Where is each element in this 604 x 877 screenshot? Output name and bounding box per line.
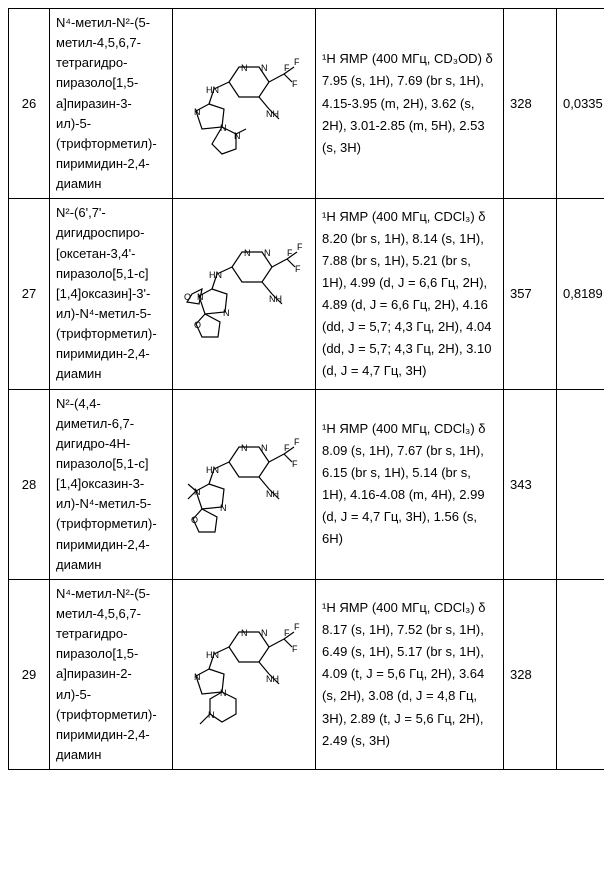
nmr-text: ¹H ЯМР (400 МГц, CDCl₃) δ 8.09 (s, 1H), … bbox=[322, 418, 497, 551]
row-number: 27 bbox=[9, 199, 50, 389]
svg-text:N: N bbox=[241, 628, 248, 638]
svg-text:N: N bbox=[244, 248, 251, 258]
svg-text:F: F bbox=[295, 264, 301, 274]
structure-cell: N N F F F NH HN N N O bbox=[173, 389, 316, 579]
structure-icon: N N F F F NH HN N N O bbox=[184, 429, 304, 539]
compound-name: N²-(4,4-диметил-6,7-дигидро-4H-пиразоло[… bbox=[50, 389, 173, 579]
table-row: 28 N²-(4,4-диметил-6,7-дигидро-4H-пиразо… bbox=[9, 389, 604, 579]
svg-text:O: O bbox=[191, 515, 198, 525]
nmr-data: ¹H ЯМР (400 МГц, CDCl₃) δ 8.17 (s, 1H), … bbox=[316, 579, 504, 769]
svg-text:N: N bbox=[241, 63, 248, 73]
svg-text:N: N bbox=[261, 443, 268, 453]
nmr-data: ¹H ЯМР (400 МГц, CDCl₃) δ 8.20 (br s, 1H… bbox=[316, 199, 504, 389]
svg-text:F: F bbox=[297, 242, 303, 252]
name-text: N²-(6',7'-дигидроспиро-[оксетан-3,4'-пир… bbox=[56, 203, 166, 384]
nmr-text: ¹H ЯМР (400 МГц, CDCl₃) δ 8.17 (s, 1H), … bbox=[322, 597, 497, 752]
activity-value: 0,0335 bbox=[557, 9, 604, 199]
activity-value bbox=[557, 579, 604, 769]
svg-text:N: N bbox=[223, 308, 230, 318]
svg-text:F: F bbox=[292, 644, 298, 654]
row-number: 29 bbox=[9, 579, 50, 769]
svg-text:F: F bbox=[292, 79, 298, 89]
mass-value: 343 bbox=[504, 389, 557, 579]
table-row: 29 N⁴-метил-N²-(5-метил-4,5,6,7-тетрагид… bbox=[9, 579, 604, 769]
svg-text:F: F bbox=[292, 459, 298, 469]
nmr-text: ¹H ЯМР (400 МГц, CD₃OD) δ 7.95 (s, 1H), … bbox=[322, 48, 497, 158]
compound-name: N⁴-метил-N²-(5-метил-4,5,6,7-тетрагидро-… bbox=[50, 9, 173, 199]
svg-text:N: N bbox=[194, 672, 201, 682]
svg-text:N: N bbox=[261, 628, 268, 638]
name-text: N²-(4,4-диметил-6,7-дигидро-4H-пиразоло[… bbox=[56, 394, 166, 575]
table-row: 27 N²-(6',7'-дигидроспиро-[оксетан-3,4'-… bbox=[9, 199, 604, 389]
svg-text:O: O bbox=[194, 320, 201, 330]
mass-value: 328 bbox=[504, 9, 557, 199]
structure-icon: N N F F F NH HN N N N bbox=[184, 614, 304, 734]
nmr-data: ¹H ЯМР (400 МГц, CDCl₃) δ 8.09 (s, 1H), … bbox=[316, 389, 504, 579]
nmr-text: ¹H ЯМР (400 МГц, CDCl₃) δ 8.20 (br s, 1H… bbox=[322, 206, 497, 383]
svg-text:N: N bbox=[194, 107, 201, 117]
structure-cell: N N F F F NH HN N N O bbox=[173, 199, 316, 389]
structure-icon: N N F F F NH HN N N N bbox=[184, 49, 304, 159]
svg-text:N: N bbox=[264, 248, 271, 258]
name-text: N⁴-метил-N²-(5-метил-4,5,6,7-тетрагидро-… bbox=[56, 13, 166, 194]
svg-text:O: O bbox=[184, 292, 191, 302]
compound-name: N²-(6',7'-дигидроспиро-[оксетан-3,4'-пир… bbox=[50, 199, 173, 389]
activity-value bbox=[557, 389, 604, 579]
svg-text:N: N bbox=[241, 443, 248, 453]
mass-value: 328 bbox=[504, 579, 557, 769]
compound-name: N⁴-метил-N²-(5-метил-4,5,6,7-тетрагидро-… bbox=[50, 579, 173, 769]
nmr-data: ¹H ЯМР (400 МГц, CD₃OD) δ 7.95 (s, 1H), … bbox=[316, 9, 504, 199]
svg-text:F: F bbox=[294, 57, 300, 67]
compound-table: 26 N⁴-метил-N²-(5-метил-4,5,6,7-тетрагид… bbox=[8, 8, 604, 770]
name-text: N⁴-метил-N²-(5-метил-4,5,6,7-тетрагидро-… bbox=[56, 584, 166, 765]
activity-value: 0,8189 bbox=[557, 199, 604, 389]
structure-cell: N N F F F NH HN N N N bbox=[173, 9, 316, 199]
table-row: 26 N⁴-метил-N²-(5-метил-4,5,6,7-тетрагид… bbox=[9, 9, 604, 199]
svg-text:N: N bbox=[261, 63, 268, 73]
structure-cell: N N F F F NH HN N N N bbox=[173, 579, 316, 769]
mass-value: 357 bbox=[504, 199, 557, 389]
svg-text:F: F bbox=[294, 622, 300, 632]
row-number: 28 bbox=[9, 389, 50, 579]
svg-text:F: F bbox=[294, 437, 300, 447]
svg-text:N: N bbox=[220, 503, 227, 513]
structure-icon: N N F F F NH HN N N O bbox=[182, 234, 307, 354]
row-number: 26 bbox=[9, 9, 50, 199]
